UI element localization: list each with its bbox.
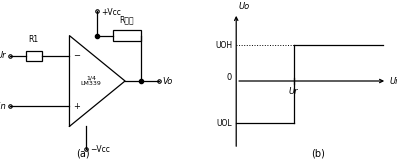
Text: (b): (b): [311, 149, 324, 159]
Text: Vo: Vo: [163, 76, 173, 86]
Text: Ur: Ur: [0, 51, 6, 60]
Text: Uin: Uin: [389, 76, 397, 86]
Text: −: −: [73, 51, 81, 60]
Text: Ur: Ur: [289, 87, 299, 97]
Text: UOL: UOL: [217, 119, 232, 128]
Text: UOH: UOH: [215, 41, 232, 50]
Text: +Vcc: +Vcc: [101, 8, 121, 17]
Text: Uin: Uin: [0, 102, 6, 111]
Bar: [26, 51, 42, 61]
Text: Uo: Uo: [238, 2, 249, 11]
Text: R1: R1: [29, 35, 39, 44]
Text: +: +: [73, 102, 80, 111]
Bar: [113, 30, 141, 41]
Text: 1/4
LM339: 1/4 LM339: [81, 76, 102, 86]
Text: R上拉: R上拉: [120, 15, 134, 24]
Text: (a): (a): [77, 149, 90, 159]
Text: 0: 0: [227, 73, 232, 82]
Text: −Vcc: −Vcc: [90, 145, 110, 154]
